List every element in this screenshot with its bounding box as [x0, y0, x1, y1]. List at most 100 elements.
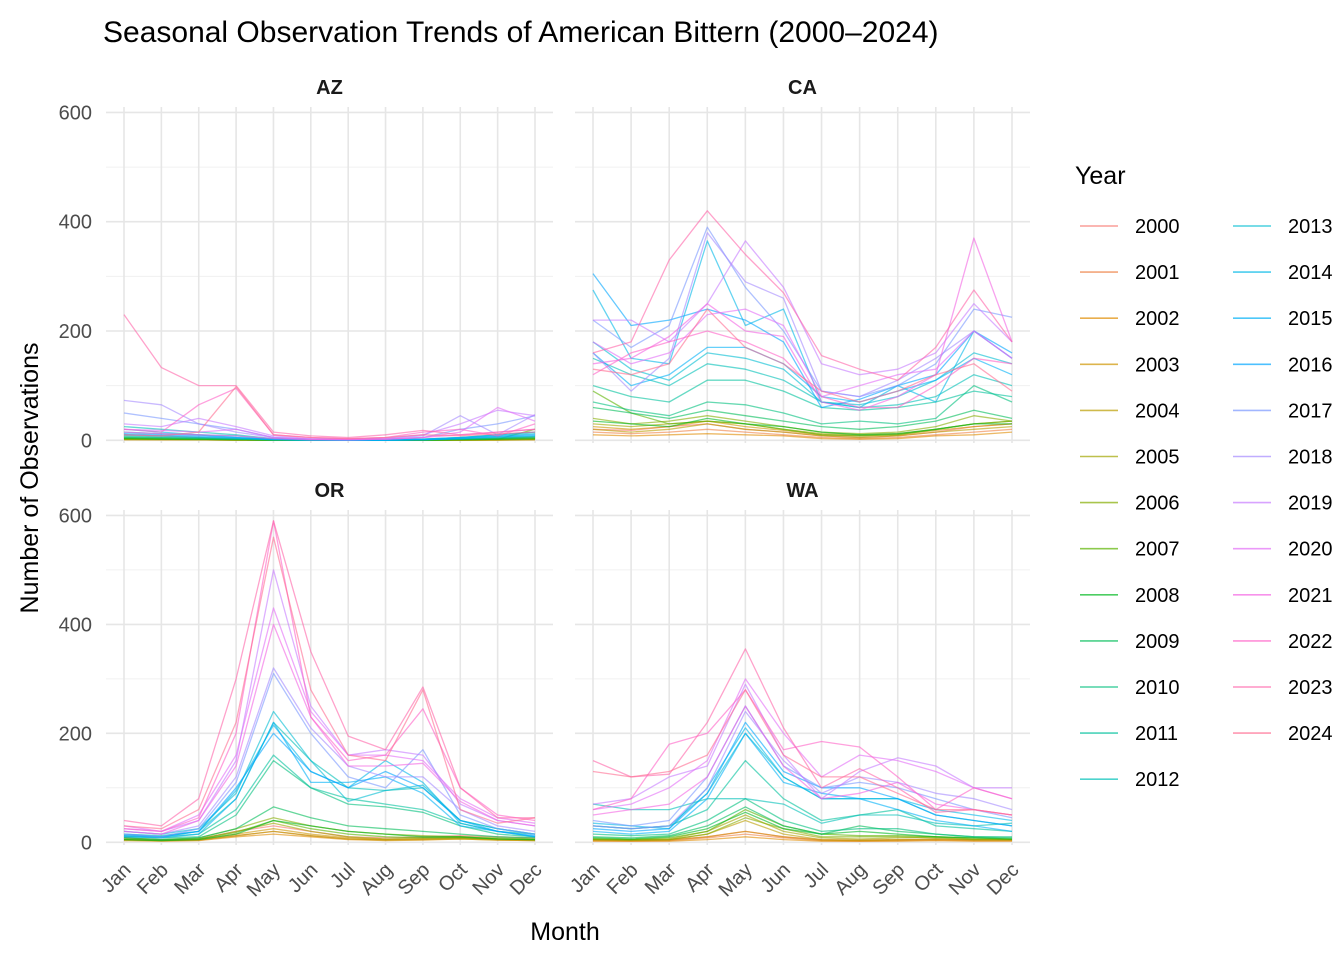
- legend-label: 2002: [1135, 308, 1180, 330]
- series-line-2015: [592, 732, 1013, 835]
- legend-label: 2000: [1135, 216, 1180, 238]
- x-tick-label: Sep: [869, 859, 910, 900]
- legend-item-2005: 2005: [1080, 447, 1180, 469]
- series-line-2016: [592, 721, 1013, 833]
- series-line-2020: [592, 678, 1013, 811]
- series-line-2011: [592, 759, 1013, 833]
- series-line-2002: [593, 836, 1012, 842]
- series-line-2010: [592, 798, 1012, 838]
- x-tick-label: Nov: [468, 859, 509, 900]
- series-line-2012: [592, 798, 1013, 827]
- chart-title: Seasonal Observation Trends of American …: [103, 16, 939, 49]
- series-line-2024: [123, 536, 536, 830]
- x-tick-label: Jul: [326, 859, 360, 893]
- legend-item-2007: 2007: [1080, 539, 1180, 561]
- series-line-2023: [123, 314, 536, 439]
- y-tick-label: 0: [81, 430, 92, 452]
- x-tick-label: Dec: [506, 859, 547, 900]
- panel-label: WA: [786, 480, 818, 502]
- legend-item-2001: 2001: [1080, 262, 1180, 284]
- x-tick-label: Apr: [210, 859, 248, 897]
- legend-item-2006: 2006: [1080, 493, 1180, 515]
- series-line-2016: [592, 273, 1013, 409]
- legend-item-2012: 2012: [1080, 769, 1180, 791]
- series-line-2021: [592, 705, 1013, 816]
- x-tick-label: Aug: [830, 859, 871, 900]
- legend-label: 2004: [1135, 400, 1180, 422]
- x-tick-label: May: [243, 859, 285, 901]
- series-line-2020: [592, 308, 1013, 398]
- x-tick-label: Jan: [97, 859, 135, 897]
- series-line-2017: [123, 672, 536, 838]
- legend-label: 2012: [1135, 769, 1180, 791]
- legend-item-2002: 2002: [1080, 308, 1180, 330]
- panel-ca: CA: [575, 77, 1030, 443]
- legend-title: Year: [1075, 162, 1126, 190]
- series-line-2001: [592, 428, 1013, 440]
- legend-label: 2020: [1288, 539, 1333, 561]
- x-tick-label: Mar: [641, 859, 681, 899]
- legend-item-2020: 2020: [1233, 539, 1333, 561]
- series-line-2021: [123, 623, 536, 835]
- y-tick-label: 200: [59, 723, 92, 745]
- series-line-2021: [592, 237, 1013, 411]
- legend-item-2023: 2023: [1233, 677, 1333, 699]
- series-line-2024: [592, 308, 1013, 403]
- series-line-2015: [123, 721, 536, 839]
- legend-item-2022: 2022: [1233, 631, 1333, 653]
- legend-item-2010: 2010: [1080, 677, 1180, 699]
- series-line-2019: [123, 569, 536, 833]
- legend-label: 2009: [1135, 631, 1180, 653]
- y-tick-label: 400: [59, 614, 92, 636]
- series-line-2015: [592, 346, 1013, 403]
- series-line-2009: [592, 406, 1013, 430]
- legend-label: 2006: [1135, 493, 1180, 515]
- x-tick-label: Jun: [757, 859, 795, 897]
- series-line-2022: [123, 520, 536, 833]
- panel-label: OR: [315, 480, 346, 502]
- x-tick-label: Jun: [284, 859, 322, 897]
- legend-label: 2011: [1135, 723, 1178, 745]
- legend-label: 2001: [1135, 262, 1180, 284]
- series-line-2013: [592, 732, 1013, 830]
- series-line-2010: [592, 384, 1013, 425]
- series-line-2008: [592, 811, 1013, 840]
- legend-label: 2010: [1135, 677, 1180, 699]
- y-tick-label: 200: [59, 321, 92, 343]
- x-tick-label: Aug: [356, 859, 397, 900]
- x-tick-label: Feb: [133, 859, 173, 899]
- series-line-2024: [592, 689, 1013, 816]
- legend-item-2003: 2003: [1080, 354, 1180, 376]
- legend-item-2015: 2015: [1233, 308, 1333, 330]
- legend-item-2004: 2004: [1080, 400, 1180, 422]
- x-tick-label: Dec: [983, 859, 1024, 900]
- series-line-2022: [592, 689, 1013, 811]
- series-line-2012: [592, 357, 1013, 409]
- legend-item-2024: 2024: [1233, 723, 1333, 745]
- series-line-2024: [123, 386, 536, 440]
- legend-label: 2021: [1288, 585, 1333, 607]
- series-line-2023: [592, 210, 1013, 381]
- legend-label: 2019: [1288, 493, 1333, 515]
- panel-label: AZ: [316, 77, 343, 99]
- series-line-2008: [123, 819, 536, 842]
- legend-label: 2003: [1135, 354, 1180, 376]
- x-tick-label: Nov: [945, 859, 986, 900]
- legend-item-2021: 2021: [1233, 585, 1333, 607]
- y-axis-label: Number of Observations: [16, 343, 44, 614]
- legend-label: 2013: [1288, 216, 1333, 238]
- series-line-2008: [592, 417, 1012, 436]
- legend-item-2000: 2000: [1080, 216, 1180, 238]
- y-tick-label: 600: [59, 102, 92, 124]
- y-tick-label: 600: [59, 505, 92, 527]
- series-line-2019: [592, 683, 1012, 805]
- series-line-2009: [123, 806, 536, 841]
- legend-item-2013: 2013: [1233, 216, 1333, 238]
- legend-item-2016: 2016: [1233, 354, 1333, 376]
- series-line-2013: [592, 341, 1013, 406]
- legend-item-2014: 2014: [1233, 262, 1333, 284]
